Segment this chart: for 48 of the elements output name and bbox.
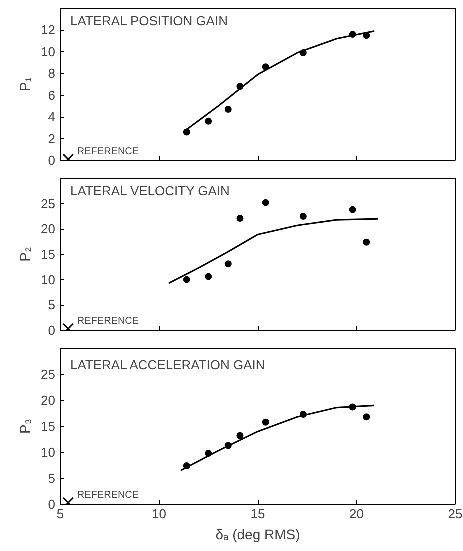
point <box>183 276 190 284</box>
y-tick-label: 25 <box>41 196 56 212</box>
y-tick-label: 20 <box>41 393 56 408</box>
y-tick-label: 10 <box>41 445 56 460</box>
y-tick-label: 2 <box>48 131 56 146</box>
y-tick-label: 5 <box>48 298 56 313</box>
point <box>224 260 232 268</box>
y-tick-label: 0 <box>48 497 56 512</box>
y-axis-title: P₃ <box>17 418 34 434</box>
x-tick-label: 10 <box>152 506 166 522</box>
y-tick-label: 20 <box>41 222 56 237</box>
point <box>262 199 270 206</box>
x-tick-label: 20 <box>350 506 364 522</box>
point <box>363 414 370 421</box>
y-tick-label: 25 <box>41 367 56 382</box>
point <box>205 118 212 125</box>
y-tick-label: 0 <box>48 153 56 168</box>
point <box>236 432 244 440</box>
y-tick-label: 15 <box>41 247 56 262</box>
y-axis-title: P₁ <box>17 77 34 92</box>
x-axis-title: δₐ (deg RMS) <box>216 526 300 542</box>
point <box>300 213 307 220</box>
chart-title: LATERAL VELOCITY GAIN <box>70 184 230 198</box>
y-tick-label: 5 <box>48 471 56 486</box>
y-tick-label: 15 <box>41 419 56 434</box>
series-label: REFERENCE <box>77 316 140 327</box>
chart-title: LATERAL POSITION GAIN <box>70 14 228 28</box>
point <box>224 106 232 113</box>
y-tick-label: 12 <box>41 22 56 38</box>
point <box>349 206 356 214</box>
y-tick-label: 8 <box>48 66 56 82</box>
y-tick-label: 10 <box>41 44 56 60</box>
y-axis-title: P₂ <box>17 247 34 262</box>
legend-label: REFERENCE <box>77 146 140 158</box>
line-series <box>180 404 376 472</box>
series-label: REFERENCE <box>77 490 140 501</box>
y-tick-label: 4 <box>48 110 56 125</box>
x-tick-label: 15 <box>250 506 266 522</box>
text: LATERAL ACCELERATION GAIN <box>70 358 266 372</box>
x-tick-label: 25 <box>448 506 463 522</box>
point <box>363 238 370 246</box>
y-tick-label: 10 <box>41 272 56 288</box>
y-tick-label: 6 <box>48 88 56 103</box>
y-tick-label: 0 <box>48 323 56 338</box>
point <box>205 273 212 280</box>
point <box>236 215 244 222</box>
line-series <box>168 218 380 284</box>
point <box>262 418 270 426</box>
